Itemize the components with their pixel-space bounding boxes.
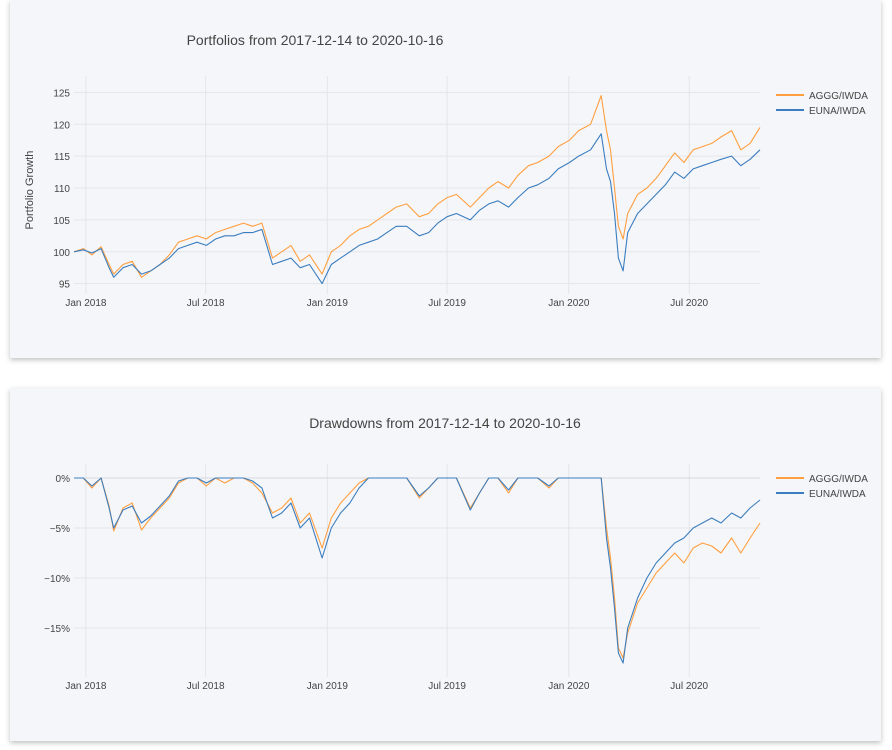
portfolios-y-tick-label: 120 — [53, 120, 70, 131]
portfolios-series-euna-iwda[interactable] — [73, 133, 761, 285]
drawdowns-y-tick-label: 0% — [56, 474, 71, 485]
legend-aggg-label[interactable]: AGGG/IWDA — [809, 91, 868, 102]
portfolios-chart[interactable]: Portfolios from 2017-12-14 to 2020-10-16… — [10, 0, 881, 358]
portfolios-axes: Jan 2018 Jul 2018 Jan 2019 Jul 2019 Jan 2020… — [53, 88, 708, 309]
portfolios-x-tick-label: Jan 2018 — [65, 298, 107, 309]
drawdowns-gridlines — [74, 464, 760, 677]
drawdowns-x-tick-label: Jul 2019 — [428, 681, 466, 692]
drawdowns-chart-title: Drawdowns from 2017-12-14 to 2020-10-16 — [309, 415, 581, 431]
portfolios-y-tick-label: 110 — [54, 184, 70, 195]
portfolios-x-tick-label: Jul 2018 — [187, 298, 225, 309]
drawdowns-x-tick-label: Jul 2020 — [670, 681, 708, 692]
drawdowns-legend[interactable]: AGGG/IWDA EUNA/IWDA — [776, 474, 868, 500]
drawdowns-series-aggg-iwda[interactable] — [74, 477, 761, 659]
drawdowns-series — [74, 477, 761, 664]
portfolios-x-tick-label: Jan 2019 — [307, 298, 349, 309]
portfolios-x-tick-label: Jan 2020 — [548, 298, 590, 309]
drawdowns-x-tick-label: Jan 2020 — [548, 681, 590, 692]
legend-euna-label[interactable]: EUNA/IWDA — [809, 489, 866, 500]
drawdowns-series-euna-iwda[interactable] — [74, 477, 761, 664]
drawdowns-chart[interactable]: Drawdowns from 2017-12-14 to 2020-10-16 … — [10, 388, 881, 741]
portfolios-y-axis-label: Portfolio Growth — [24, 151, 36, 230]
drawdowns-x-tick-label: Jul 2018 — [187, 681, 225, 692]
portfolios-chart-title: Portfolios from 2017-12-14 to 2020-10-16 — [187, 32, 444, 48]
portfolios-y-tick-label: 100 — [53, 248, 70, 259]
portfolios-y-tick-label: 125 — [53, 88, 70, 99]
drawdowns-chart-card: Drawdowns from 2017-12-14 to 2020-10-16 … — [10, 388, 881, 741]
portfolios-y-tick-label: 115 — [54, 152, 70, 163]
drawdowns-y-tick-label: −10% — [44, 574, 70, 585]
drawdowns-y-tick-label: −15% — [44, 624, 70, 635]
portfolios-chart-card: Portfolios from 2017-12-14 to 2020-10-16… — [10, 0, 881, 358]
portfolios-series-aggg-iwda[interactable] — [73, 95, 761, 278]
portfolios-x-tick-label: Jul 2019 — [428, 298, 466, 309]
drawdowns-axes: Jan 2018 Jul 2018 Jan 2019 Jul 2019 Jan 2020… — [44, 474, 708, 692]
portfolios-y-tick-label: 105 — [53, 216, 70, 227]
legend-euna-label[interactable]: EUNA/IWDA — [809, 106, 866, 117]
portfolios-series — [73, 95, 761, 285]
portfolios-gridlines — [74, 76, 760, 294]
portfolios-x-tick-label: Jul 2020 — [670, 298, 708, 309]
portfolios-y-tick-label: 95 — [59, 280, 71, 291]
drawdowns-x-tick-label: Jan 2018 — [65, 681, 107, 692]
drawdowns-x-tick-label: Jan 2019 — [307, 681, 349, 692]
portfolios-legend[interactable]: AGGG/IWDA EUNA/IWDA — [776, 91, 868, 117]
legend-aggg-label[interactable]: AGGG/IWDA — [809, 474, 868, 485]
drawdowns-y-tick-label: −5% — [50, 524, 70, 535]
